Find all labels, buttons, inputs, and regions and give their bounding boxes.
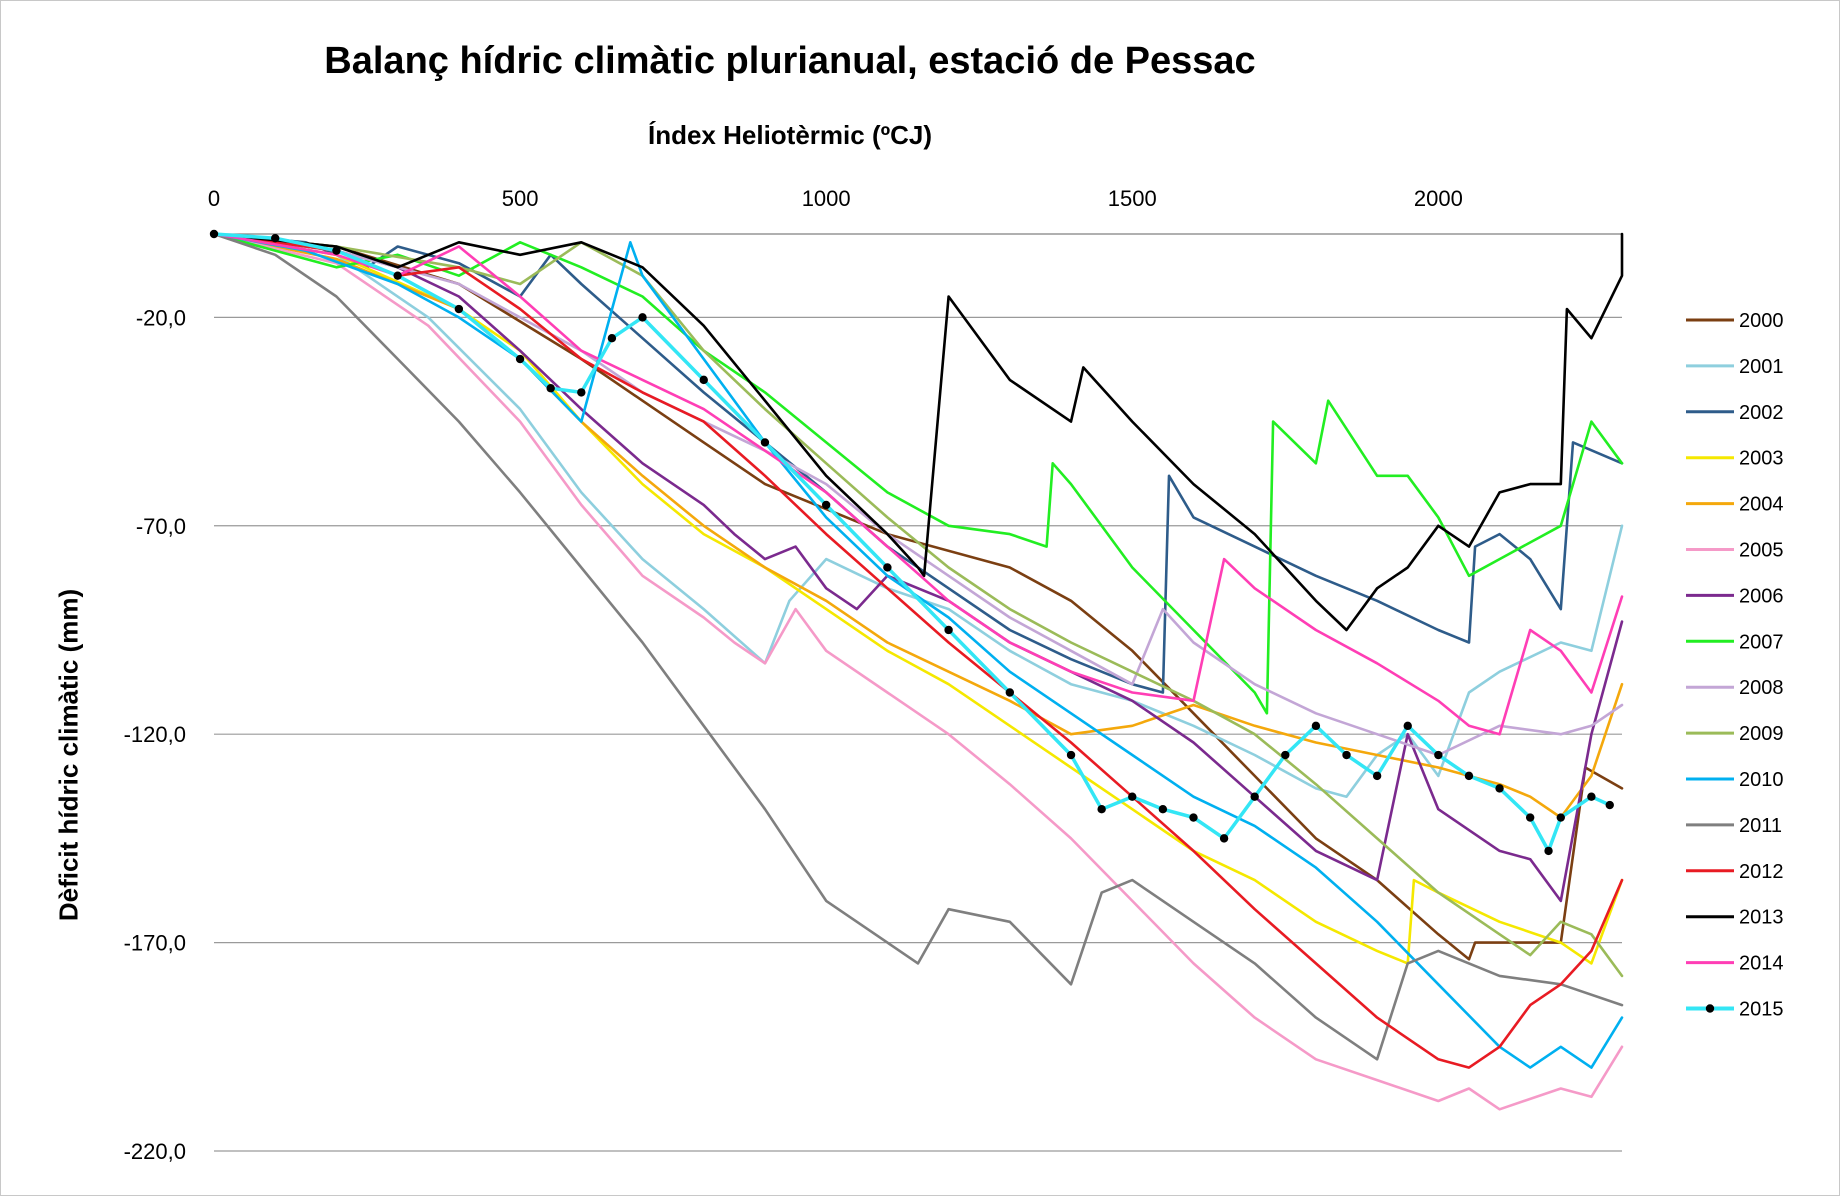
legend-label-2015: 2015 — [1739, 999, 1784, 1021]
data-point-2015 — [1544, 846, 1553, 856]
x-tick-label: 500 — [502, 186, 539, 211]
legend-label-2012: 2012 — [1739, 861, 1784, 883]
data-point-2015 — [1189, 813, 1198, 822]
legend-label-2004: 2004 — [1739, 494, 1784, 516]
series-line-2013 — [212, 232, 1624, 632]
x-tick-label: 2000 — [1414, 186, 1463, 211]
legend-label-2010: 2010 — [1739, 769, 1784, 791]
x-axis-title: Índex Heliotèrmic (ºCJ) — [647, 120, 932, 150]
x-tick-label: 1500 — [1108, 186, 1157, 211]
data-point-2015 — [1525, 813, 1535, 822]
chart-title: Balanç hídric climàtic plurianual, estac… — [324, 40, 1256, 82]
data-point-2015 — [1158, 805, 1168, 814]
data-point-2015 — [821, 500, 831, 510]
data-point-2015 — [1372, 771, 1382, 781]
series-line-2009 — [212, 232, 1624, 978]
series-line-2007 — [212, 232, 1624, 715]
series-line-2015 — [212, 232, 1612, 853]
data-point-2015 — [1281, 750, 1290, 760]
data-point-2015 — [1128, 792, 1137, 801]
data-point-2015 — [1556, 813, 1565, 822]
data-point-2015 — [577, 388, 586, 397]
data-point-2015 — [1605, 800, 1614, 810]
legend-label-2006: 2006 — [1739, 585, 1784, 607]
data-point-2015 — [1066, 750, 1076, 760]
data-point-2015 — [1250, 792, 1259, 801]
data-point-2015 — [699, 375, 708, 385]
series-line-2001 — [212, 232, 1624, 799]
y-tick-label: -220,0 — [124, 1139, 186, 1164]
legend-label-2013: 2013 — [1739, 907, 1784, 929]
series-line-2008 — [212, 232, 1624, 757]
legend-label-2014: 2014 — [1739, 953, 1784, 975]
data-point-2015 — [1219, 834, 1229, 843]
data-point-2015 — [1097, 805, 1106, 814]
y-axis-ticks: -20,0 -70,0 -120,0 -170,0 -220,0 — [124, 305, 186, 1164]
x-tick-label: 0 — [208, 186, 220, 211]
series-line-2014 — [212, 232, 1624, 736]
data-point-2015 — [546, 384, 555, 393]
data-point-2015 — [271, 233, 280, 243]
legend-label-2003: 2003 — [1739, 448, 1784, 470]
legend-label-2011: 2011 — [1739, 815, 1782, 837]
legend: 2000 2001 2002 2003 2004 2005 2006 2007 2008 2009… — [1686, 310, 1784, 1021]
data-point-2015 — [1403, 721, 1412, 731]
data-point-2015 — [1311, 721, 1321, 731]
plot-area — [209, 229, 1624, 1111]
data-point-2015 — [1005, 688, 1015, 697]
y-tick-label: -170,0 — [124, 931, 186, 956]
legend-label-2001: 2001 — [1739, 356, 1784, 378]
data-point-2015 — [1495, 784, 1504, 793]
data-point-2015 — [454, 304, 464, 314]
data-point-2015 — [638, 313, 647, 322]
y-tick-label: -70,0 — [136, 514, 186, 539]
legend-label-2007: 2007 — [1739, 631, 1784, 653]
series-line-2002 — [212, 232, 1624, 694]
data-point-2015 — [1587, 792, 1596, 801]
data-point-2015 — [515, 354, 525, 364]
y-tick-label: -20,0 — [136, 305, 186, 330]
data-point-2015 — [332, 246, 341, 255]
x-axis-ticks: 0 500 1000 1500 2000 — [208, 186, 1463, 211]
legend-label-2005: 2005 — [1739, 540, 1784, 562]
data-point-2015 — [1464, 771, 1474, 781]
data-point-2015 — [883, 563, 892, 572]
legend-label-2008: 2008 — [1739, 677, 1784, 699]
data-point-2015 — [393, 271, 402, 280]
data-point-2015 — [760, 438, 770, 447]
data-point-2015 — [607, 334, 617, 343]
data-point-2015 — [1434, 750, 1443, 760]
legend-marker-2015 — [1705, 1004, 1715, 1013]
gridlines — [214, 233, 1622, 1152]
series-line-2000 — [212, 232, 1624, 961]
data-point-2015 — [209, 229, 219, 239]
series-line-2005 — [212, 232, 1624, 1111]
data-point-2015 — [944, 625, 953, 635]
series-line-2012 — [212, 232, 1624, 1069]
series-line-2011 — [212, 232, 1624, 1061]
data-point-2015 — [1342, 750, 1351, 760]
x-tick-label: 1000 — [802, 186, 851, 211]
legend-label-2009: 2009 — [1739, 723, 1784, 745]
y-tick-label: -120,0 — [124, 722, 186, 747]
legend-label-2002: 2002 — [1739, 402, 1784, 424]
legend-label-2000: 2000 — [1739, 310, 1784, 332]
